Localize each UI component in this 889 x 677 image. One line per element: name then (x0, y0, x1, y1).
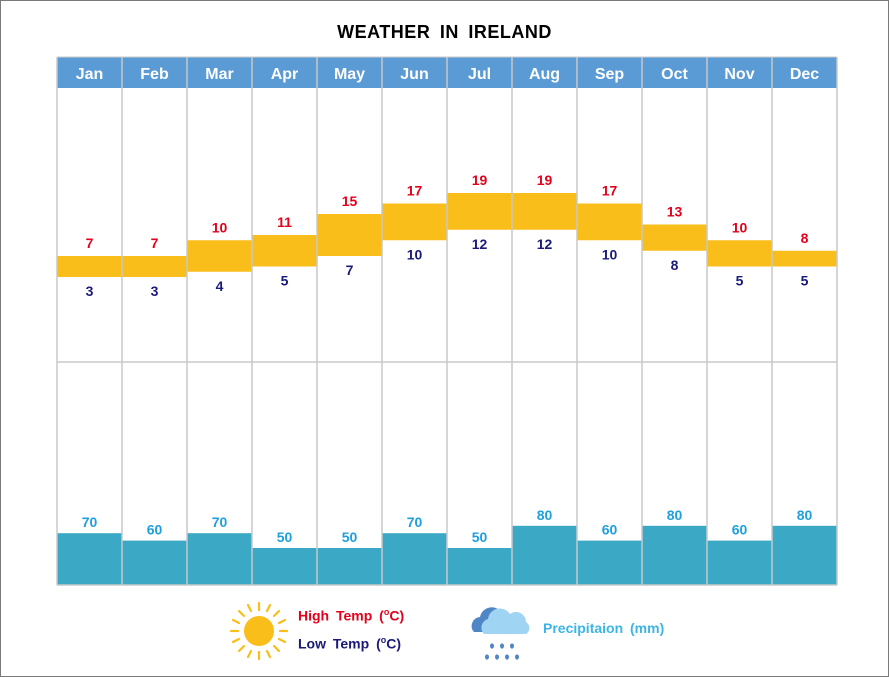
precip-bar-jan (57, 533, 122, 585)
low-temp-label-jul: 12 (472, 236, 488, 252)
month-label-jun: Jun (400, 66, 428, 83)
precip-bar-oct (642, 525, 707, 585)
precip-label-may: 50 (342, 529, 358, 545)
precip-label-feb: 60 (147, 522, 163, 538)
low-temp-label-apr: 5 (281, 273, 289, 289)
precip-label-mar: 70 (212, 514, 228, 530)
temp-range-bar-aug (512, 193, 577, 230)
precip-bar-aug (512, 525, 577, 585)
month-label-may: May (334, 66, 365, 83)
month-label-mar: Mar (205, 66, 233, 83)
high-temp-label-dec: 8 (801, 230, 809, 246)
temp-range-bar-dec (772, 250, 837, 267)
precip-bar-sep (577, 540, 642, 585)
month-label-dec: Dec (790, 66, 819, 83)
precip-label-dec: 80 (797, 507, 813, 523)
temp-range-bar-apr (252, 235, 317, 267)
high-temp-label-feb: 7 (151, 235, 159, 251)
precip-label-oct: 80 (667, 507, 683, 523)
temp-range-bar-feb (122, 256, 187, 277)
precip-bar-apr (252, 548, 317, 585)
month-label-nov: Nov (724, 66, 754, 83)
high-temp-label-mar: 10 (212, 219, 228, 235)
precip-bar-nov (707, 540, 772, 585)
low-temp-label-sep: 10 (602, 246, 618, 262)
precip-label-jul: 50 (472, 529, 488, 545)
low-temp-label-dec: 5 (801, 273, 809, 289)
high-temp-label-jun: 17 (407, 183, 423, 199)
temp-range-bar-oct (642, 224, 707, 251)
precip-bar-mar (187, 533, 252, 585)
precip-bar-may (317, 548, 382, 585)
high-temp-label-jul: 19 (472, 172, 488, 188)
low-temp-label-mar: 4 (216, 278, 224, 294)
high-temp-label-may: 15 (342, 193, 358, 209)
temp-range-bar-may (317, 214, 382, 256)
temp-range-bar-jul (447, 193, 512, 230)
temp-range-bar-jan (57, 256, 122, 277)
month-label-apr: Apr (271, 66, 299, 83)
precip-label-apr: 50 (277, 529, 293, 545)
temp-range-bar-jun (382, 203, 447, 241)
low-temp-label-aug: 12 (537, 236, 553, 252)
rain-cloud-icon (471, 607, 530, 660)
high-temp-label-jan: 7 (86, 235, 94, 251)
precip-bar-jul (447, 548, 512, 585)
precip-label-sep: 60 (602, 522, 618, 538)
precip-label-aug: 80 (537, 507, 553, 523)
low-temp-label-nov: 5 (736, 273, 744, 289)
temp-range-bar-sep (577, 203, 642, 241)
precip-label-nov: 60 (732, 522, 748, 538)
precip-bar-feb (122, 540, 187, 585)
low-temp-label-jun: 10 (407, 246, 423, 262)
sun-icon (229, 601, 289, 661)
low-temp-label-feb: 3 (151, 283, 159, 299)
precip-label-jun: 70 (407, 514, 423, 530)
legend-low-temp: Low Temp (oC) (298, 635, 402, 652)
high-temp-label-aug: 19 (537, 172, 553, 188)
month-label-jan: Jan (76, 66, 104, 83)
precip-bar-dec (772, 525, 837, 585)
chart-title: WEATHER IN IRELAND (337, 22, 552, 42)
high-temp-label-sep: 17 (602, 183, 618, 199)
low-temp-label-may: 7 (346, 262, 354, 278)
low-temp-label-oct: 8 (671, 257, 679, 273)
low-temp-label-jan: 3 (86, 283, 94, 299)
precip-bar-jun (382, 533, 447, 585)
precip-label-jan: 70 (82, 514, 98, 530)
temp-range-bar-mar (187, 240, 252, 272)
month-label-oct: Oct (661, 66, 688, 83)
month-label-sep: Sep (595, 66, 625, 83)
legend-precipitation: Precipitaion (mm) (543, 620, 665, 636)
high-temp-label-apr: 11 (277, 214, 292, 230)
high-temp-label-oct: 13 (667, 204, 683, 220)
month-label-aug: Aug (529, 66, 560, 83)
month-label-feb: Feb (140, 66, 169, 83)
month-label-jul: Jul (468, 66, 491, 83)
legend-high-temp: High Temp (oC) (298, 607, 405, 624)
temp-range-bar-nov (707, 240, 772, 267)
high-temp-label-nov: 10 (732, 219, 748, 235)
